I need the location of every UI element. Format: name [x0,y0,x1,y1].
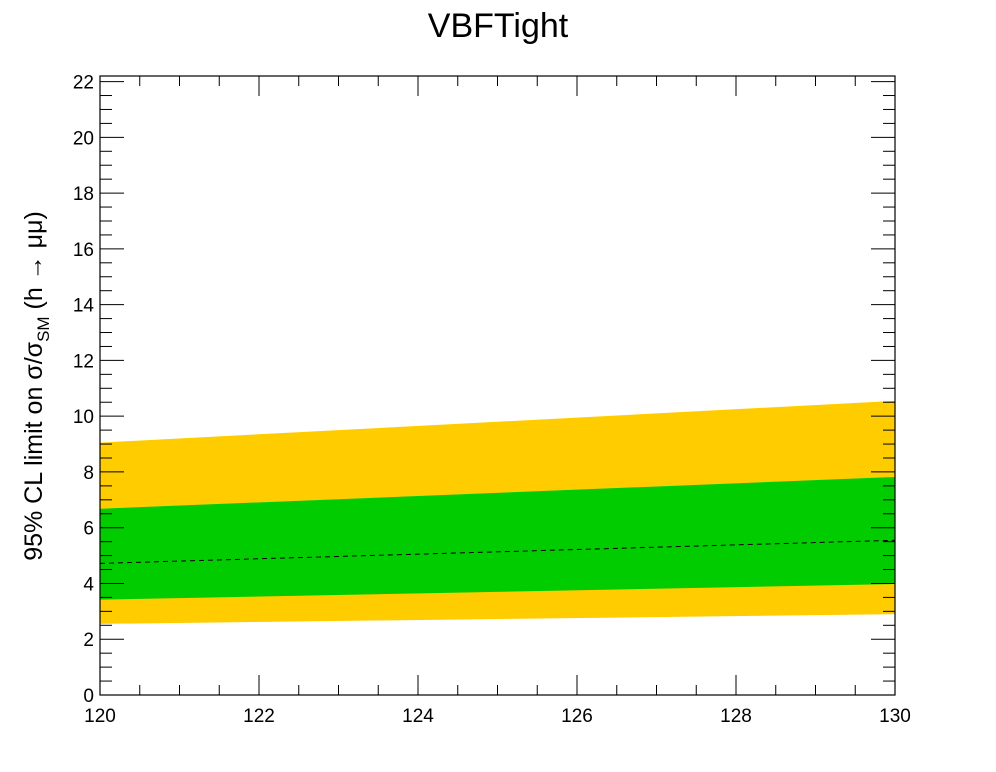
y-tick-label: 22 [73,73,94,94]
x-tick-label: 120 [84,706,116,727]
x-tick-label: 124 [402,706,434,727]
x-tick-label: 126 [561,706,593,727]
x-tick-label: 122 [243,706,275,727]
band-1sigma [100,476,895,600]
y-tick-label: 0 [83,686,94,707]
bands-layer [100,400,895,624]
y-tick-label: 12 [73,351,94,372]
y-tick-label: 16 [73,240,94,261]
y-tick-label: 14 [73,296,95,317]
y-tick-label: 2 [83,630,94,651]
y-tick-label: 10 [73,407,94,428]
x-tick-label: 128 [720,706,752,727]
expected-median-line [99,539,896,564]
expected-layer [99,539,896,564]
y-tick-label: 20 [73,128,94,149]
ticks-layer [99,76,896,696]
y-tick-label: 8 [83,463,94,484]
y-axis-label: 95% CL limit on σ/σSM (h → μμ) [20,211,53,561]
labels-layer: 120 122 124 126 128 130 0 2 4 6 8 10 12 14 16 18 20 22 [73,73,911,727]
chart-title: VBFTight [428,7,569,45]
y-tick-label: 18 [73,184,94,205]
y-tick-label: 4 [83,574,94,595]
x-tick-label: 130 [879,706,911,727]
y-tick-label: 6 [83,519,94,540]
